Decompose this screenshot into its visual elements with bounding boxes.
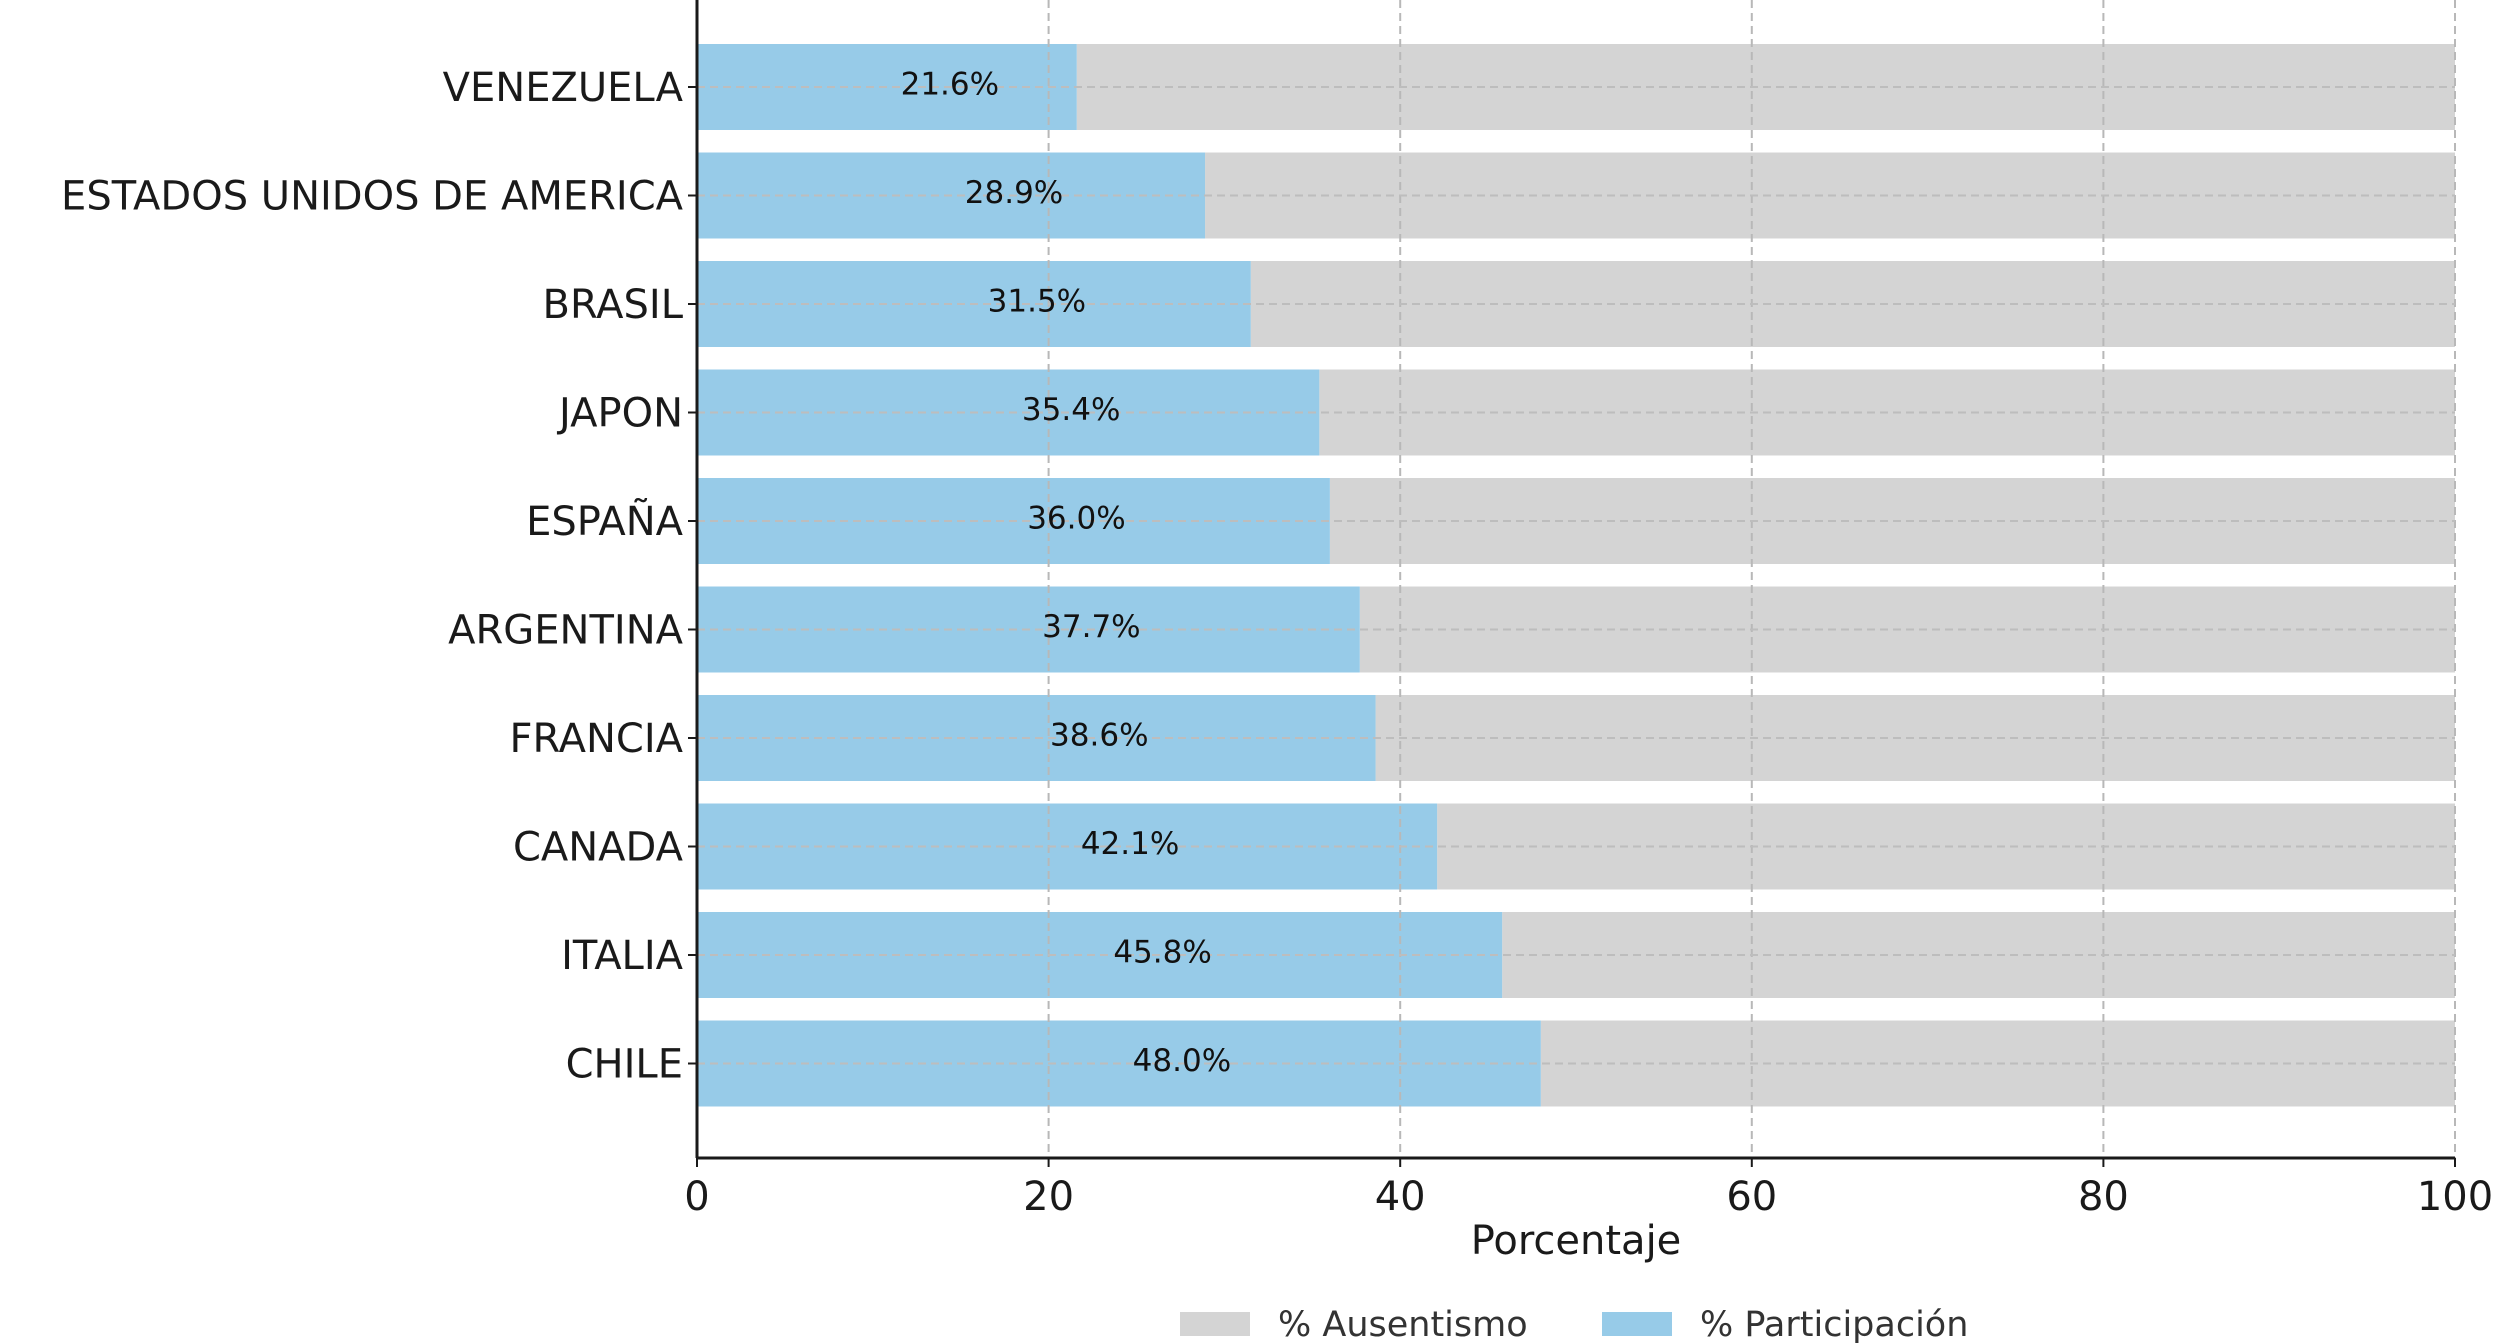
x-tick-label: 100	[2417, 1174, 2493, 1220]
category-label: BRASIL	[543, 282, 684, 328]
category-label: VENEZUELA	[443, 65, 684, 111]
category-label: JAPON	[556, 391, 683, 437]
x-axis-title: Porcentaje	[1471, 1218, 1682, 1264]
category-label: CANADA	[513, 825, 684, 871]
category-label: ARGENTINA	[448, 608, 684, 654]
participacion-value-label: 38.6%	[1050, 718, 1148, 754]
category-label: ESTADOS UNIDOS DE AMERICA	[61, 174, 684, 220]
participacion-value-label: 42.1%	[1081, 826, 1179, 862]
x-tick-label: 80	[2078, 1174, 2129, 1220]
bar-participacion	[697, 369, 1320, 456]
legend-swatch-participacion	[1602, 1312, 1672, 1336]
category-label: FRANCIA	[509, 716, 683, 762]
category-label: ITALIA	[561, 933, 684, 979]
legend-label-ausentismo: % Ausentismo	[1278, 1305, 1528, 1344]
grid	[696, 0, 2456, 1158]
participacion-value-label: 37.7%	[1042, 609, 1140, 645]
participacion-value-label: 48.0%	[1133, 1043, 1231, 1079]
participacion-value-label: 36.0%	[1027, 501, 1125, 537]
category-label: CHILE	[566, 1042, 683, 1088]
x-tick-label: 20	[1023, 1174, 1074, 1220]
bar-value-labels: 21.6%78.4%28.9%71.1%31.5%68.5%35.4%64.6%…	[901, 67, 1232, 1080]
category-label: ESPAÑA	[526, 497, 684, 545]
legend: % Ausentismo % Participación	[1180, 1305, 1968, 1344]
legend-swatch-ausentismo	[1180, 1312, 1250, 1336]
x-tick-label: 60	[1726, 1174, 1777, 1220]
x-tick-label: 40	[1375, 1174, 1426, 1220]
axes: 0 20 40 60 80 100 VENEZUELA ESTADOS UNIDOS DE A…	[61, 0, 2493, 1220]
participacion-value-label: 21.6%	[901, 67, 999, 103]
x-tick-label: 0	[684, 1174, 709, 1220]
participacion-value-label: 35.4%	[1022, 392, 1120, 428]
legend-label-participacion: % Participación	[1700, 1305, 1968, 1344]
participacion-value-label: 28.9%	[965, 175, 1063, 211]
bars	[697, 44, 2455, 1107]
participacion-value-label: 31.5%	[988, 284, 1086, 320]
bar-ausentismo	[1375, 695, 2455, 781]
participacion-value-label: 45.8%	[1113, 935, 1211, 971]
